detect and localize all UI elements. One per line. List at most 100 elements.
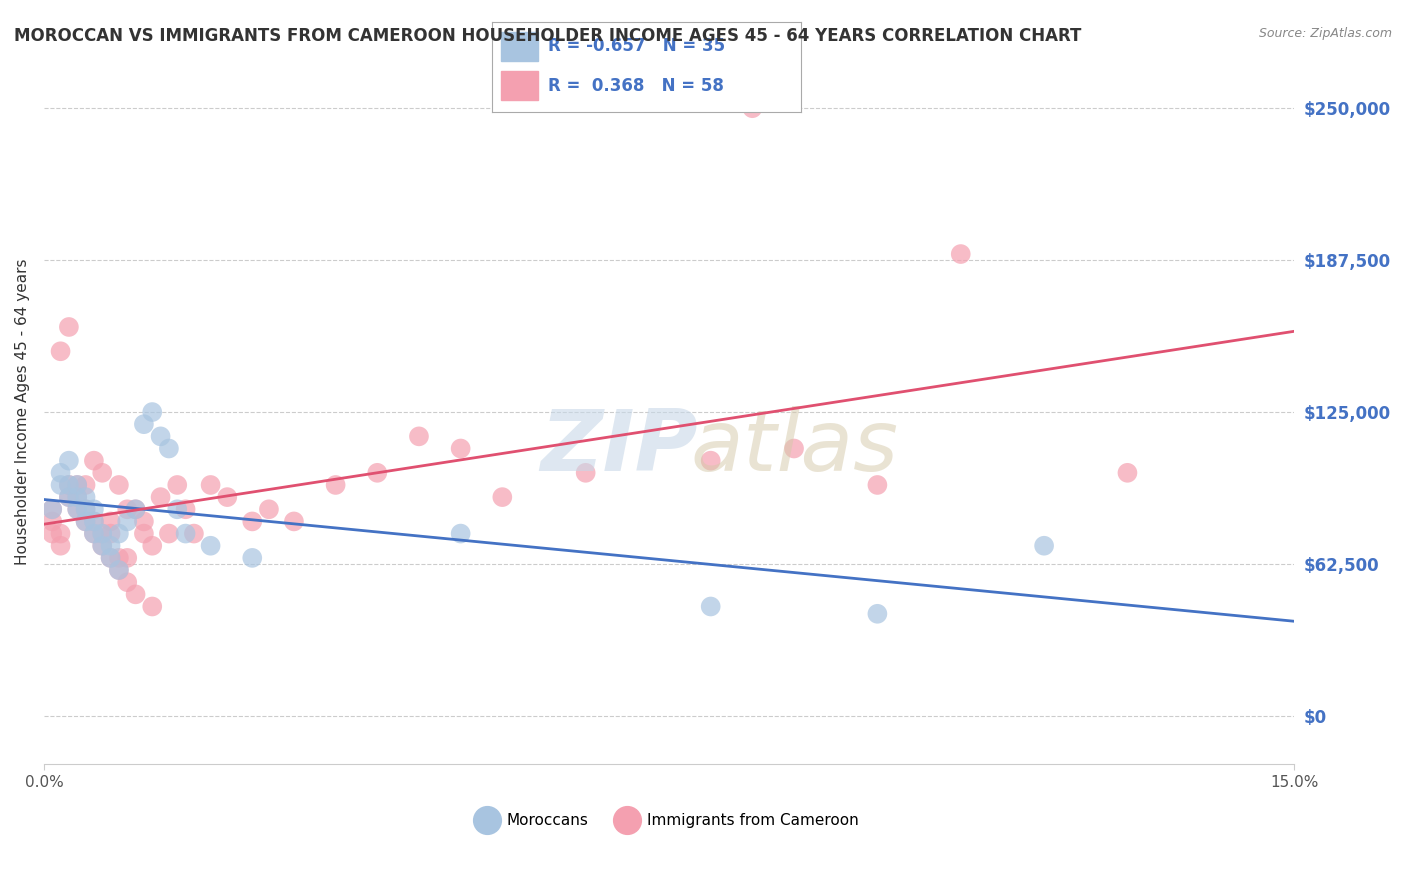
Point (257, 502, 280, 516)
Point (108, 526, 131, 541)
Point (58, 453, 80, 467)
Point (58, 320, 80, 334)
Point (58, 490, 80, 504)
Point (49, 526, 72, 541)
Point (132, 417, 155, 432)
Point (83, 502, 105, 516)
Point (240, 515, 263, 529)
Point (491, 490, 513, 504)
Point (100, 539, 122, 553)
Point (866, 607, 889, 621)
Point (157, 442, 180, 456)
Point (183, 526, 205, 541)
Point (91, 539, 114, 553)
Point (83, 515, 105, 529)
Point (141, 599, 163, 614)
Point (91, 539, 114, 553)
Point (58, 478, 80, 492)
Point (66, 490, 89, 504)
Point (741, 101, 763, 115)
Point (58, 478, 80, 492)
Point (75, 502, 97, 516)
Point (141, 539, 163, 553)
Point (108, 563, 131, 577)
Point (83, 526, 105, 541)
Y-axis label: Householder Income Ages 45 - 64 years: Householder Income Ages 45 - 64 years (15, 259, 30, 566)
Point (75, 515, 97, 529)
Point (66, 478, 89, 492)
Point (132, 515, 155, 529)
Point (49, 344, 72, 359)
Point (149, 490, 172, 504)
Point (41, 502, 63, 516)
Point (699, 453, 721, 467)
Point (141, 405, 163, 419)
Point (699, 599, 721, 614)
Point (58, 490, 80, 504)
Point (174, 526, 197, 541)
Point (66, 478, 89, 492)
Point (124, 502, 146, 516)
Point (149, 429, 172, 443)
Point (115, 502, 138, 516)
Point (450, 442, 472, 456)
Point (866, 478, 889, 492)
Point (83, 515, 105, 529)
Point (100, 550, 122, 565)
Point (49, 466, 72, 480)
Point (132, 526, 155, 541)
Point (124, 587, 146, 601)
Point (200, 478, 222, 492)
Point (41, 515, 63, 529)
Point (66, 490, 89, 504)
Point (91, 466, 114, 480)
Point (75, 502, 97, 516)
Point (166, 502, 188, 516)
Point (949, 247, 972, 261)
Text: R = -0.657   N = 35: R = -0.657 N = 35 (548, 37, 725, 55)
Point (100, 515, 122, 529)
Point (75, 515, 97, 529)
Point (49, 478, 72, 492)
Point (283, 515, 305, 529)
Point (124, 502, 146, 516)
Point (66, 502, 89, 516)
Point (100, 550, 122, 565)
Point (1116, 466, 1139, 480)
Point (157, 526, 180, 541)
Text: ZIP: ZIP (540, 406, 697, 489)
Point (108, 563, 131, 577)
Bar (502, 32, 538, 61)
Point (240, 550, 263, 565)
Point (200, 539, 222, 553)
Point (41, 502, 63, 516)
Point (115, 515, 138, 529)
Text: Source: ZipAtlas.com: Source: ZipAtlas.com (1258, 27, 1392, 40)
Point (1033, 539, 1056, 553)
Point (83, 453, 105, 467)
Bar (502, 71, 538, 100)
Point (166, 478, 188, 492)
Point (783, 442, 806, 456)
Point (174, 502, 197, 516)
Point (91, 526, 114, 541)
Point (115, 550, 138, 565)
Point (366, 466, 388, 480)
Point (100, 526, 122, 541)
Point (325, 478, 347, 492)
Point (83, 526, 105, 541)
Point (41, 526, 63, 541)
Point (49, 539, 72, 553)
Point (75, 490, 97, 504)
Text: atlas: atlas (690, 406, 898, 489)
Point (450, 526, 472, 541)
Point (217, 490, 239, 504)
Text: MOROCCAN VS IMMIGRANTS FROM CAMEROON HOUSEHOLDER INCOME AGES 45 - 64 YEARS CORRE: MOROCCAN VS IMMIGRANTS FROM CAMEROON HOU… (14, 27, 1081, 45)
Point (408, 429, 430, 443)
Point (75, 478, 97, 492)
Point (108, 478, 131, 492)
Point (575, 466, 598, 480)
Point (108, 550, 131, 565)
Legend: Moroccans, Immigrants from Cameroon: Moroccans, Immigrants from Cameroon (474, 807, 865, 834)
Text: R =  0.368   N = 58: R = 0.368 N = 58 (548, 77, 724, 95)
